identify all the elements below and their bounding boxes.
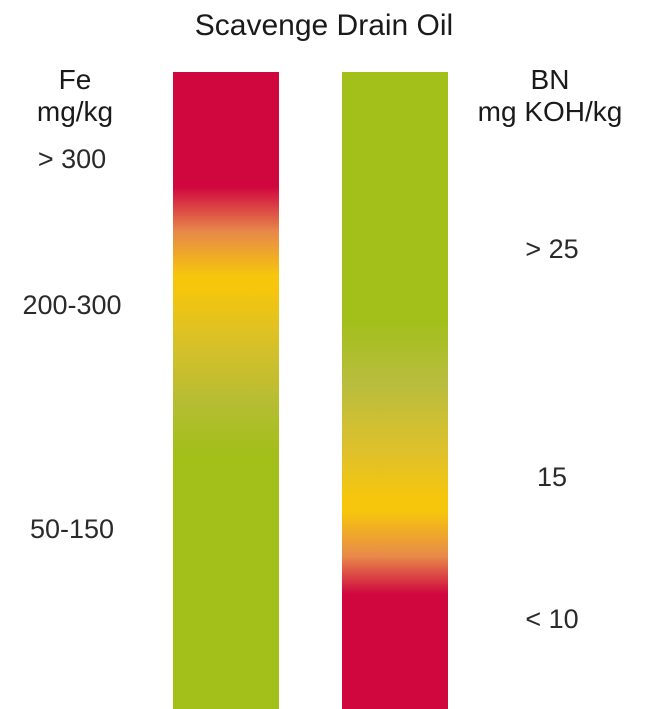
bn-range-low: < 10: [525, 604, 579, 634]
bn-axis-heading: BN mg KOH/kg: [452, 64, 648, 128]
bn-range-mid: 15: [536, 462, 568, 492]
fe-axis-unit: mg/kg: [36, 96, 114, 127]
bn-axis-label: BN: [530, 64, 570, 95]
diagram-title: Scavenge Drain Oil: [194, 9, 454, 42]
bn-axis-unit: mg KOH/kg: [477, 96, 623, 127]
bn-gradient-bar: [342, 72, 448, 709]
fe-gradient-bar: [173, 72, 279, 709]
bn-range-high: > 25: [525, 234, 579, 264]
fe-range-low: 50-150: [29, 514, 115, 544]
fe-axis-heading: Fe mg/kg: [10, 64, 140, 128]
fe-axis-label: Fe: [58, 64, 92, 95]
fe-range-high: > 300: [37, 144, 107, 174]
fe-range-mid: 200-300: [22, 290, 122, 320]
